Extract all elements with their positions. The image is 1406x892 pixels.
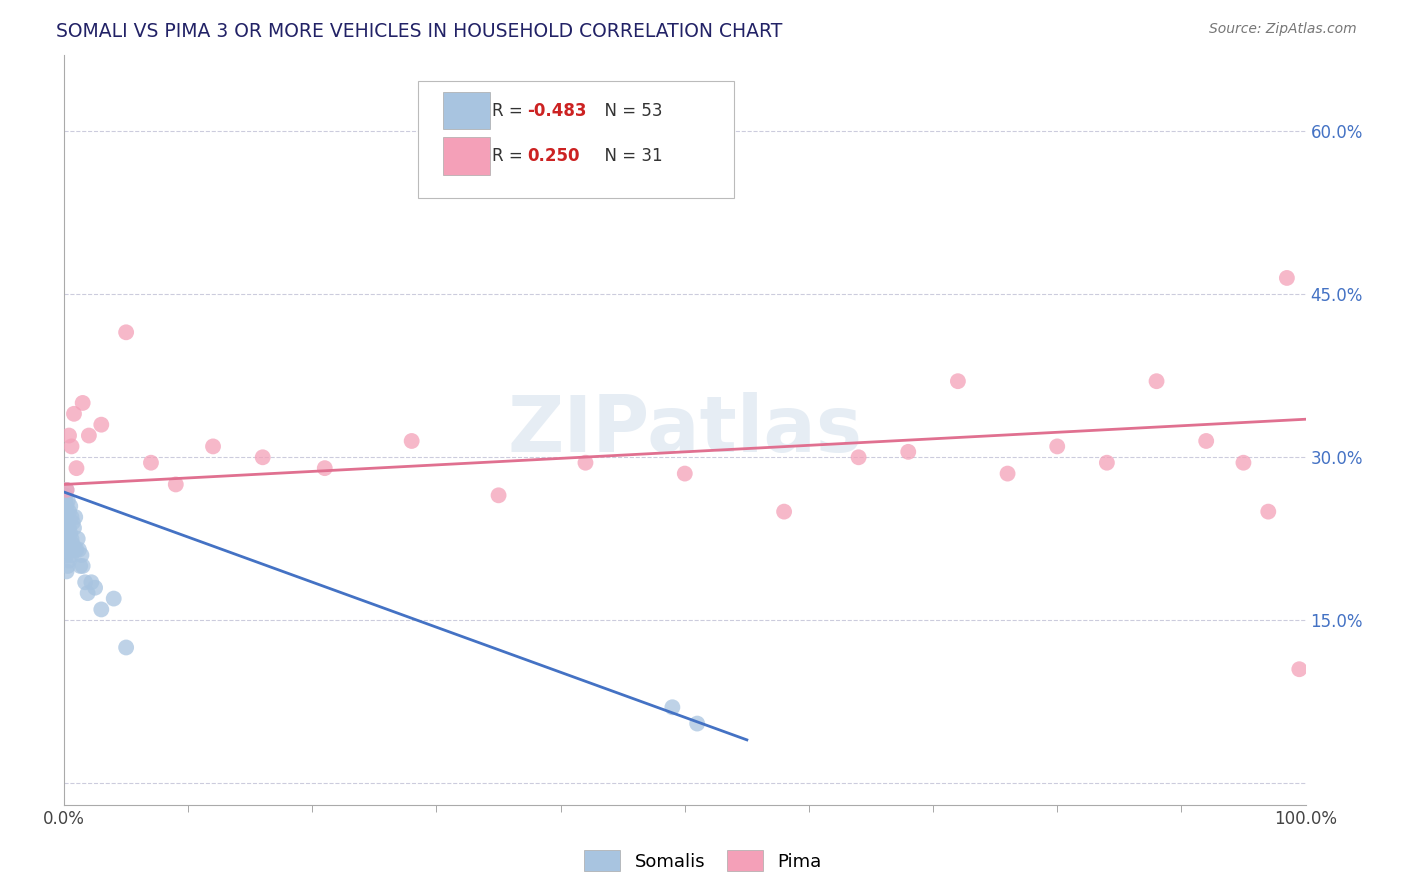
Point — [1095, 456, 1118, 470]
Point — [314, 461, 336, 475]
Point — [115, 640, 138, 655]
Point — [1288, 662, 1310, 676]
Point — [90, 602, 112, 616]
Point — [77, 428, 100, 442]
Point — [53, 488, 76, 502]
Point — [59, 542, 82, 557]
Point — [53, 521, 76, 535]
Point — [53, 542, 76, 557]
FancyBboxPatch shape — [443, 137, 489, 175]
Point — [1232, 456, 1254, 470]
Point — [55, 548, 77, 562]
Point — [60, 439, 83, 453]
FancyBboxPatch shape — [418, 81, 734, 198]
Point — [59, 526, 82, 541]
Point — [55, 483, 77, 497]
FancyBboxPatch shape — [443, 92, 489, 129]
Point — [76, 586, 98, 600]
Point — [946, 374, 969, 388]
Point — [673, 467, 696, 481]
Point — [65, 542, 87, 557]
Point — [60, 510, 83, 524]
Point — [62, 516, 84, 530]
Point — [848, 450, 870, 465]
Point — [59, 499, 82, 513]
Text: Source: ZipAtlas.com: Source: ZipAtlas.com — [1209, 22, 1357, 37]
Text: ZIPatlas: ZIPatlas — [508, 392, 862, 468]
Point — [58, 553, 80, 567]
Point — [58, 537, 80, 551]
Point — [773, 505, 796, 519]
Point — [67, 542, 90, 557]
Point — [84, 581, 107, 595]
Point — [53, 516, 76, 530]
Point — [65, 510, 87, 524]
Point — [58, 521, 80, 535]
Point — [63, 542, 86, 557]
Point — [53, 499, 76, 513]
Point — [53, 537, 76, 551]
Point — [63, 407, 86, 421]
Point — [574, 456, 596, 470]
Point — [56, 493, 79, 508]
Point — [60, 548, 83, 562]
Point — [252, 450, 274, 465]
Point — [115, 326, 138, 340]
Point — [55, 510, 77, 524]
Point — [897, 445, 920, 459]
Text: R =: R = — [492, 147, 529, 165]
Point — [1046, 439, 1069, 453]
Point — [1195, 434, 1218, 448]
Point — [62, 537, 84, 551]
Point — [75, 575, 97, 590]
Text: SOMALI VS PIMA 3 OR MORE VEHICLES IN HOUSEHOLD CORRELATION CHART: SOMALI VS PIMA 3 OR MORE VEHICLES IN HOU… — [56, 22, 783, 41]
Point — [53, 493, 76, 508]
Point — [56, 521, 79, 535]
Point — [55, 499, 77, 513]
Point — [997, 467, 1019, 481]
Legend: Somalis, Pima: Somalis, Pima — [576, 843, 830, 879]
Point — [56, 558, 79, 573]
Point — [1146, 374, 1168, 388]
Point — [401, 434, 423, 448]
Point — [69, 558, 91, 573]
Point — [72, 396, 94, 410]
Point — [53, 532, 76, 546]
Point — [53, 526, 76, 541]
Point — [65, 461, 87, 475]
Text: R =: R = — [492, 102, 529, 120]
Point — [139, 456, 162, 470]
Point — [55, 565, 77, 579]
Point — [1257, 505, 1279, 519]
Point — [70, 548, 93, 562]
Point — [55, 537, 77, 551]
Text: -0.483: -0.483 — [527, 102, 586, 120]
Text: N = 53: N = 53 — [595, 102, 662, 120]
Point — [90, 417, 112, 432]
Point — [55, 483, 77, 497]
Point — [56, 532, 79, 546]
Point — [53, 510, 76, 524]
Point — [202, 439, 225, 453]
Point — [58, 428, 80, 442]
Point — [103, 591, 125, 606]
Text: 0.250: 0.250 — [527, 147, 579, 165]
Point — [58, 505, 80, 519]
Point — [56, 542, 79, 557]
Point — [72, 558, 94, 573]
Point — [63, 521, 86, 535]
Point — [66, 532, 89, 546]
Point — [65, 542, 87, 557]
Point — [60, 532, 83, 546]
Point — [686, 716, 709, 731]
Point — [80, 575, 103, 590]
Point — [55, 521, 77, 535]
Point — [1275, 271, 1298, 285]
Point — [488, 488, 510, 502]
Text: N = 31: N = 31 — [595, 147, 662, 165]
Point — [661, 700, 683, 714]
Point — [165, 477, 187, 491]
